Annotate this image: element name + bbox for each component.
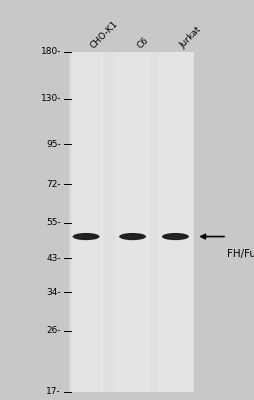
Ellipse shape bbox=[119, 233, 146, 240]
Text: 72-: 72- bbox=[46, 180, 61, 188]
Ellipse shape bbox=[125, 236, 139, 238]
Ellipse shape bbox=[161, 233, 188, 240]
Text: 26-: 26- bbox=[46, 326, 61, 335]
Text: CHO-K1: CHO-K1 bbox=[88, 19, 119, 50]
Ellipse shape bbox=[79, 236, 92, 238]
Text: 180-: 180- bbox=[41, 48, 61, 56]
Text: Jurkat: Jurkat bbox=[177, 25, 202, 50]
Text: FH/Fumarase: FH/Fumarase bbox=[226, 248, 254, 258]
Text: 17-: 17- bbox=[46, 388, 61, 396]
Text: 95-: 95- bbox=[46, 140, 61, 148]
Ellipse shape bbox=[72, 233, 99, 240]
Text: 130-: 130- bbox=[41, 94, 61, 103]
Ellipse shape bbox=[168, 236, 181, 238]
Text: 34-: 34- bbox=[46, 288, 61, 297]
Text: 55-: 55- bbox=[46, 218, 61, 227]
Text: 43-: 43- bbox=[46, 254, 61, 263]
Text: C6: C6 bbox=[135, 35, 149, 50]
